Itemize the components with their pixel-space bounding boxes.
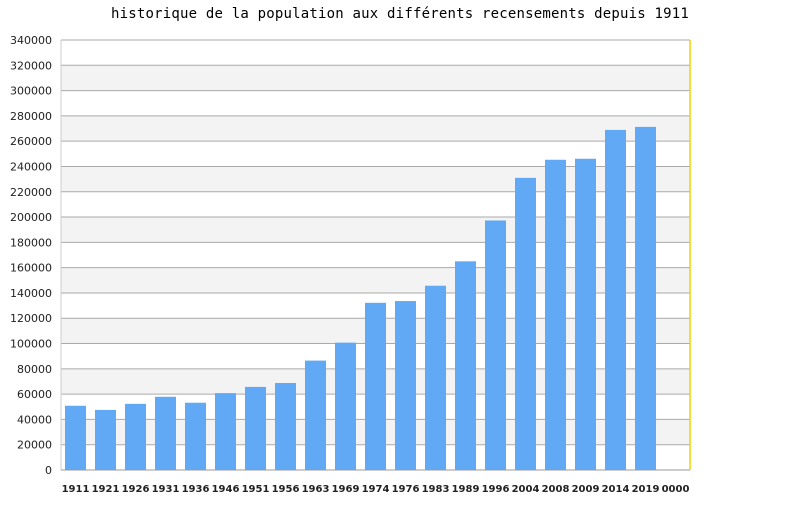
bar-1921 — [95, 409, 116, 470]
bar-1946 — [215, 393, 236, 470]
bar-1911 — [65, 405, 86, 470]
plot-band — [61, 40, 690, 66]
y-tick-label: 340000 — [10, 34, 52, 47]
plot-band — [61, 115, 690, 142]
x-tick-label: 1936 — [182, 484, 210, 495]
chart-title: historique de la population aux différen… — [110, 6, 690, 22]
x-tick-label: 1931 — [152, 484, 180, 495]
bar-2014 — [605, 129, 626, 470]
y-tick-label: 60000 — [17, 388, 52, 401]
x-tick-label: 0000 — [662, 484, 690, 495]
x-tick-label: 1946 — [212, 484, 240, 495]
bar-1974 — [365, 302, 386, 470]
y-tick-label: 260000 — [10, 135, 52, 148]
x-tick-label: 1911 — [62, 484, 90, 495]
bar-1969 — [335, 342, 356, 470]
x-tick-label: 2014 — [602, 484, 630, 495]
y-tick-label: 320000 — [10, 59, 52, 72]
plot-band — [61, 90, 690, 116]
x-tick-label: 1956 — [272, 484, 300, 495]
bar-1983 — [425, 285, 446, 470]
bar-2009 — [575, 158, 596, 470]
bar-1936 — [185, 402, 206, 470]
x-tick-label: 2009 — [572, 484, 600, 495]
x-tick-label: 1969 — [332, 484, 360, 495]
x-tick-label: 2004 — [512, 484, 540, 495]
x-tick-label: 2019 — [632, 484, 660, 495]
y-tick-label: 120000 — [10, 312, 52, 325]
y-tick-label: 300000 — [10, 85, 52, 98]
y-tick-label: 160000 — [10, 262, 52, 275]
bar-1989 — [455, 261, 476, 470]
bar-2008 — [545, 159, 566, 471]
y-axis-ticks: 0 20000 40000 60000 80000 100000 120000 140000 1… — [10, 34, 52, 477]
x-tick-label: 1951 — [242, 484, 270, 495]
y-tick-label: 40000 — [17, 413, 52, 426]
x-tick-label: 1983 — [422, 484, 450, 495]
bar-1926 — [125, 403, 146, 470]
y-tick-label: 220000 — [10, 186, 52, 199]
x-tick-label: 1974 — [362, 484, 390, 495]
bar-1956 — [275, 382, 296, 470]
bar-1976 — [395, 301, 416, 470]
bar-1931 — [155, 396, 176, 470]
x-tick-label: 1996 — [482, 484, 510, 495]
bar-1963 — [305, 360, 326, 470]
bar-1996 — [485, 220, 506, 470]
bar-1951 — [245, 386, 266, 470]
plot-band — [61, 65, 690, 91]
bar-2019 — [635, 126, 656, 471]
y-tick-label: 280000 — [10, 110, 52, 123]
y-tick-label: 100000 — [10, 338, 52, 351]
y-tick-label: 80000 — [17, 363, 52, 376]
x-tick-label: 2008 — [542, 484, 570, 495]
y-tick-label: 180000 — [10, 236, 52, 249]
y-tick-label: 20000 — [17, 439, 52, 452]
x-tick-label: 1926 — [122, 484, 150, 495]
y-tick-label: 140000 — [10, 287, 52, 300]
x-tick-label: 1921 — [92, 484, 120, 495]
plot-frame — [60, 40, 691, 471]
bar-2004 — [515, 177, 536, 470]
x-tick-label: 1963 — [302, 484, 330, 495]
bars — [65, 126, 656, 471]
x-tick-label: 1976 — [392, 484, 420, 495]
y-tick-label: 0 — [45, 464, 52, 477]
y-tick-label: 200000 — [10, 211, 52, 224]
y-tick-label: 240000 — [10, 160, 52, 173]
x-axis-ticks: 1911 1921 1926 1931 1936 1946 1951 1956 1963 1969… — [62, 484, 690, 495]
x-tick-label: 1989 — [452, 484, 480, 495]
